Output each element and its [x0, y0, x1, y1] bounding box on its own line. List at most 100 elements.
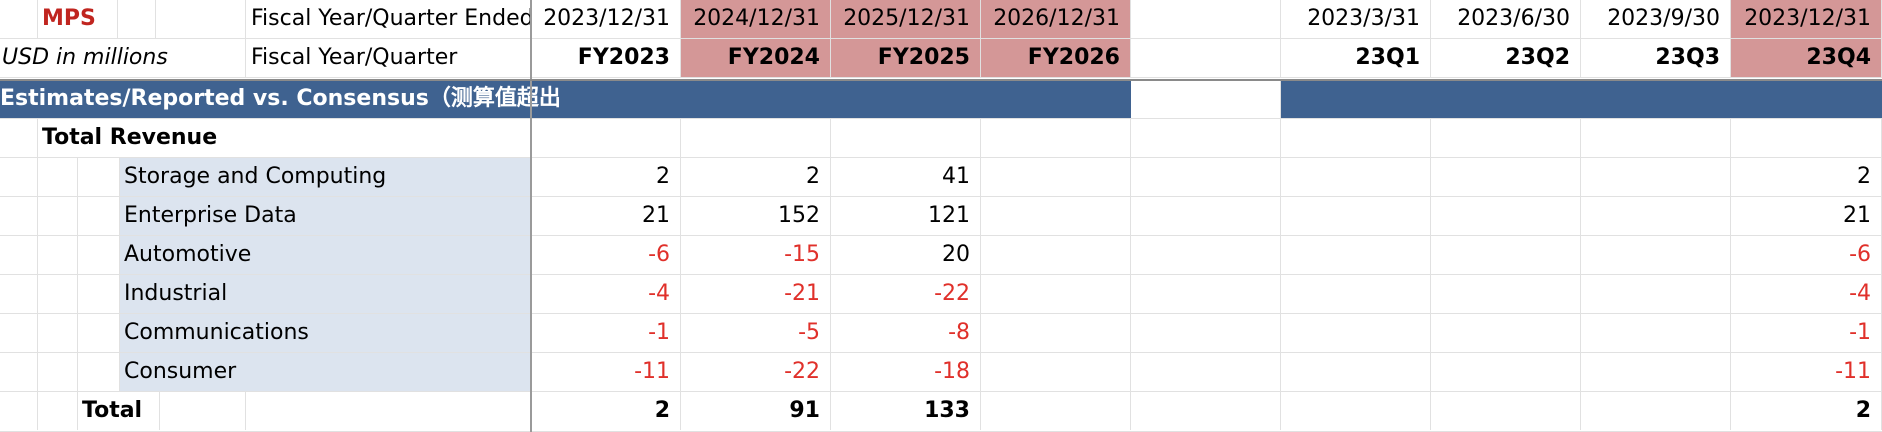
fiscal-label-cell[interactable]: Fiscal Year/Quarter Ended [246, 0, 531, 38]
annual-label-2[interactable]: FY2024 [681, 39, 831, 77]
value-cell[interactable] [1281, 353, 1431, 391]
cell[interactable] [1131, 353, 1281, 391]
cell[interactable] [0, 236, 38, 274]
units-cell[interactable]: USD in millions [0, 39, 246, 77]
value-cell[interactable] [1281, 275, 1431, 313]
cell[interactable] [38, 158, 78, 196]
total-value[interactable] [1281, 392, 1431, 430]
cell[interactable] [1131, 158, 1281, 196]
cell[interactable] [0, 0, 38, 38]
value-cell[interactable] [1581, 353, 1731, 391]
cell[interactable] [0, 314, 38, 352]
value-cell[interactable]: 121 [831, 197, 981, 235]
value-cell[interactable]: 152 [681, 197, 831, 235]
value-cell[interactable] [981, 275, 1131, 313]
total-value[interactable]: 2 [1731, 392, 1882, 430]
value-cell[interactable]: -1 [531, 314, 681, 352]
value-cell[interactable] [1281, 236, 1431, 274]
cell[interactable] [1581, 119, 1731, 157]
value-cell[interactable] [981, 158, 1131, 196]
value-cell[interactable]: -11 [1731, 353, 1882, 391]
ticker-cell[interactable]: MPS [38, 0, 118, 38]
total-value[interactable]: 133 [831, 392, 981, 430]
cell[interactable] [246, 392, 531, 430]
cell[interactable] [0, 275, 38, 313]
cell[interactable] [78, 197, 120, 235]
total-value[interactable] [1581, 392, 1731, 430]
cell[interactable] [981, 119, 1131, 157]
value-cell[interactable]: -11 [531, 353, 681, 391]
annual-date-1[interactable]: 2023/12/31 [531, 0, 681, 38]
value-cell[interactable]: -21 [681, 275, 831, 313]
cell[interactable] [1131, 0, 1281, 38]
cell[interactable] [1131, 119, 1281, 157]
value-cell[interactable]: -22 [681, 353, 831, 391]
cell[interactable] [78, 275, 120, 313]
value-cell[interactable] [981, 353, 1131, 391]
value-cell[interactable] [1431, 275, 1581, 313]
value-cell[interactable] [981, 236, 1131, 274]
value-cell[interactable] [1431, 236, 1581, 274]
value-cell[interactable]: -1 [1731, 314, 1882, 352]
value-cell[interactable] [1581, 197, 1731, 235]
cell[interactable] [78, 314, 120, 352]
row-label[interactable]: Storage and Computing [120, 158, 531, 196]
row-label[interactable]: Enterprise Data [120, 197, 531, 235]
cell[interactable] [1131, 392, 1281, 430]
value-cell[interactable]: 21 [531, 197, 681, 235]
row-label[interactable]: Consumer [120, 353, 531, 391]
cell[interactable] [78, 236, 120, 274]
cell[interactable] [78, 158, 120, 196]
value-cell[interactable] [1281, 158, 1431, 196]
cell[interactable] [156, 0, 246, 38]
quarter-label-3[interactable]: 23Q3 [1581, 39, 1731, 77]
value-cell[interactable]: -5 [681, 314, 831, 352]
quarter-date-1[interactable]: 2023/3/31 [1281, 0, 1431, 38]
cell[interactable] [681, 119, 831, 157]
total-label[interactable]: Total [78, 392, 160, 430]
quarter-label-2[interactable]: 23Q2 [1431, 39, 1581, 77]
cell[interactable] [0, 353, 38, 391]
cell[interactable] [1131, 39, 1281, 77]
fq-label-cell[interactable]: Fiscal Year/Quarter [246, 39, 531, 77]
cell[interactable] [531, 119, 681, 157]
total-value[interactable] [981, 392, 1131, 430]
cell[interactable] [38, 197, 78, 235]
value-cell[interactable]: -18 [831, 353, 981, 391]
value-cell[interactable]: -15 [681, 236, 831, 274]
cell[interactable] [1131, 197, 1281, 235]
cell[interactable] [160, 392, 246, 430]
value-cell[interactable] [1431, 353, 1581, 391]
value-cell[interactable] [1581, 314, 1731, 352]
quarter-label-4[interactable]: 23Q4 [1731, 39, 1882, 77]
row-label[interactable]: Industrial [120, 275, 531, 313]
total-value[interactable]: 2 [531, 392, 681, 430]
value-cell[interactable]: -4 [531, 275, 681, 313]
cell[interactable] [0, 158, 38, 196]
value-cell[interactable]: 2 [531, 158, 681, 196]
cell[interactable] [38, 353, 78, 391]
annual-date-3[interactable]: 2025/12/31 [831, 0, 981, 38]
quarter-date-3[interactable]: 2023/9/30 [1581, 0, 1731, 38]
value-cell[interactable]: -6 [531, 236, 681, 274]
value-cell[interactable]: 20 [831, 236, 981, 274]
value-cell[interactable] [1431, 158, 1581, 196]
value-cell[interactable]: -22 [831, 275, 981, 313]
cell[interactable] [0, 197, 38, 235]
value-cell[interactable]: 2 [1731, 158, 1882, 196]
value-cell[interactable]: -8 [831, 314, 981, 352]
annual-label-1[interactable]: FY2023 [531, 39, 681, 77]
quarter-date-2[interactable]: 2023/6/30 [1431, 0, 1581, 38]
cell[interactable] [0, 392, 38, 430]
value-cell[interactable] [981, 197, 1131, 235]
quarter-label-1[interactable]: 23Q1 [1281, 39, 1431, 77]
cell[interactable] [1131, 236, 1281, 274]
quarter-date-4[interactable]: 2023/12/31 [1731, 0, 1882, 38]
value-cell[interactable]: 2 [681, 158, 831, 196]
cell[interactable] [78, 353, 120, 391]
cell[interactable] [118, 0, 156, 38]
row-label[interactable]: Automotive [120, 236, 531, 274]
value-cell[interactable] [1581, 158, 1731, 196]
group-title[interactable]: Total Revenue [38, 119, 531, 157]
cell[interactable] [38, 392, 78, 430]
